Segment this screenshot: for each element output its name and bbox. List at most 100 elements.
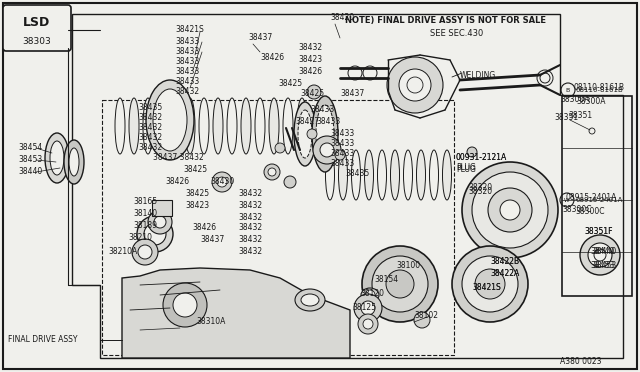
Text: 38210A: 38210A [108, 247, 137, 257]
Ellipse shape [378, 150, 387, 200]
Circle shape [268, 168, 276, 176]
Circle shape [475, 269, 505, 299]
Circle shape [144, 223, 166, 245]
Text: 38433: 38433 [175, 67, 199, 77]
Circle shape [363, 319, 373, 329]
Text: 38433: 38433 [175, 38, 199, 46]
Circle shape [472, 172, 548, 248]
Text: 38433: 38433 [330, 160, 355, 169]
Ellipse shape [143, 98, 153, 154]
Text: 38430: 38430 [210, 177, 234, 186]
Ellipse shape [417, 150, 426, 200]
Bar [562, 96, 632, 296]
Ellipse shape [64, 140, 84, 184]
Text: PLUG: PLUG [456, 164, 476, 173]
Text: 38437 38432: 38437 38432 [153, 154, 204, 163]
Circle shape [361, 301, 375, 315]
Text: 38433: 38433 [330, 129, 355, 138]
Text: 38351: 38351 [554, 113, 578, 122]
Text: 38453: 38453 [590, 260, 614, 269]
Ellipse shape [403, 150, 413, 200]
Ellipse shape [50, 141, 64, 175]
Text: 38432: 38432 [238, 224, 262, 232]
Text: 00931-2121A: 00931-2121A [456, 154, 508, 163]
FancyBboxPatch shape [3, 5, 71, 51]
Ellipse shape [241, 98, 251, 154]
Circle shape [588, 243, 612, 267]
Text: 38432: 38432 [298, 44, 322, 52]
Circle shape [335, 150, 345, 160]
Circle shape [387, 57, 443, 113]
Circle shape [212, 172, 232, 192]
Text: 38300C: 38300C [575, 208, 605, 217]
Text: NOTE) FINAL DRIVE ASSY IS NOT FOR SALE: NOTE) FINAL DRIVE ASSY IS NOT FOR SALE [345, 16, 546, 25]
Text: FINAL DRIVE ASSY: FINAL DRIVE ASSY [8, 336, 77, 344]
Ellipse shape [390, 150, 399, 200]
Text: 38440: 38440 [590, 247, 614, 257]
Text: 38422B: 38422B [490, 257, 519, 266]
Text: 38433: 38433 [175, 48, 199, 57]
Text: 38440: 38440 [18, 167, 42, 176]
Circle shape [462, 256, 518, 312]
Circle shape [365, 290, 375, 300]
Circle shape [148, 210, 172, 234]
Text: 38433: 38433 [175, 58, 199, 67]
Text: 08110-8161B: 08110-8161B [574, 83, 625, 93]
Text: 38421S: 38421S [472, 283, 500, 292]
Ellipse shape [297, 98, 307, 154]
Ellipse shape [269, 98, 279, 154]
Circle shape [154, 216, 166, 228]
Circle shape [284, 176, 296, 188]
Text: 38421S: 38421S [175, 26, 204, 35]
Text: W: W [564, 198, 570, 202]
Text: 38154: 38154 [374, 276, 398, 285]
Text: 38423: 38423 [298, 55, 322, 64]
Circle shape [399, 69, 431, 101]
Text: 38440: 38440 [592, 247, 616, 257]
Circle shape [132, 239, 158, 265]
Text: 38432: 38432 [238, 202, 262, 211]
Ellipse shape [69, 148, 79, 176]
Circle shape [320, 143, 334, 157]
Circle shape [138, 245, 152, 259]
Text: 38432: 38432 [138, 124, 162, 132]
Ellipse shape [295, 289, 325, 311]
Text: 38425: 38425 [300, 90, 324, 99]
Ellipse shape [45, 133, 69, 183]
Text: 38432: 38432 [238, 214, 262, 222]
Ellipse shape [301, 294, 319, 306]
Text: 08915-2401A: 08915-2401A [566, 193, 618, 202]
Ellipse shape [316, 105, 334, 163]
Circle shape [275, 143, 285, 153]
Ellipse shape [312, 96, 338, 172]
Circle shape [264, 164, 280, 180]
Text: 38435: 38435 [345, 170, 369, 179]
Text: 38433: 38433 [330, 150, 355, 158]
Circle shape [163, 283, 207, 327]
Text: 38435: 38435 [138, 103, 163, 112]
Circle shape [173, 293, 197, 317]
Text: 38423: 38423 [185, 202, 209, 211]
Ellipse shape [351, 150, 360, 200]
Text: 38420: 38420 [330, 13, 354, 22]
Text: 38189: 38189 [133, 221, 157, 231]
Text: WELDING: WELDING [460, 71, 496, 80]
Text: 38427: 38427 [295, 118, 319, 126]
Text: 38310A: 38310A [196, 317, 225, 327]
Circle shape [500, 200, 520, 220]
Text: 08110-8161B: 08110-8161B [576, 87, 624, 93]
Text: 38454: 38454 [18, 144, 42, 153]
Text: B: B [566, 87, 570, 93]
Circle shape [307, 129, 317, 139]
Circle shape [414, 312, 430, 328]
Ellipse shape [213, 98, 223, 154]
Circle shape [467, 147, 477, 157]
Text: 38426: 38426 [165, 177, 189, 186]
Text: 38165: 38165 [133, 198, 157, 206]
Ellipse shape [429, 150, 438, 200]
Text: 38425: 38425 [183, 166, 207, 174]
Ellipse shape [283, 98, 293, 154]
Text: 38453: 38453 [592, 260, 616, 269]
Text: 38351F: 38351F [584, 228, 612, 237]
Text: 38426: 38426 [260, 54, 284, 62]
